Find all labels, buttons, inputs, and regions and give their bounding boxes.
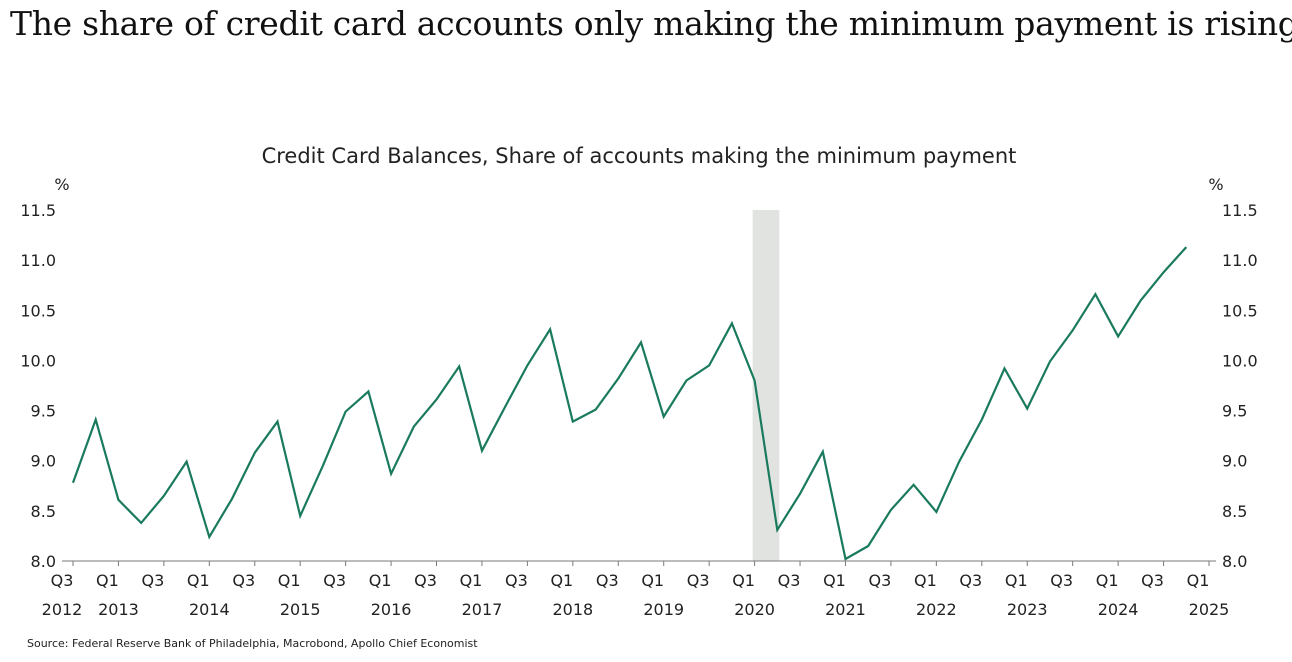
y-tick-label-left: 11.5 bbox=[20, 201, 56, 220]
recession-shading bbox=[752, 210, 780, 561]
source-note: Source: Federal Reserve Bank of Philadel… bbox=[27, 637, 478, 650]
y-tick-label-left: 10.0 bbox=[20, 351, 56, 370]
x-tick-label: Q3 bbox=[232, 571, 255, 590]
x-tick-label: Q1 bbox=[550, 571, 573, 590]
x-tick-label: Q3 bbox=[141, 571, 164, 590]
y-tick-label-right: 10.0 bbox=[1222, 351, 1258, 370]
y-tick-label-left: 10.5 bbox=[20, 301, 56, 320]
x-year-label: 2021 bbox=[825, 600, 866, 619]
y-tick-label-right: 11.5 bbox=[1222, 201, 1258, 220]
x-year-label: 2014 bbox=[189, 600, 230, 619]
x-tick-label: Q3 bbox=[1141, 571, 1164, 590]
y-unit-left: % bbox=[54, 175, 69, 194]
x-tick-label: Q1 bbox=[641, 571, 664, 590]
x-year-label: 2018 bbox=[552, 600, 593, 619]
x-tick-label: Q1 bbox=[460, 571, 483, 590]
x-tick-label: Q1 bbox=[1187, 571, 1210, 590]
x-tick-label: Q3 bbox=[778, 571, 801, 590]
y-tick-label-left: 8.0 bbox=[31, 552, 56, 571]
y-tick-label-right: 11.0 bbox=[1222, 251, 1258, 270]
x-tick-label: Q1 bbox=[914, 571, 937, 590]
x-tick-label: Q1 bbox=[278, 571, 301, 590]
headline: The share of credit card accounts only m… bbox=[10, 4, 1292, 43]
y-tick-label-right: 8.5 bbox=[1222, 502, 1247, 521]
x-year-label: 2012 bbox=[42, 600, 83, 619]
y-tick-label-right: 8.0 bbox=[1222, 552, 1247, 571]
x-tick-label: Q3 bbox=[869, 571, 892, 590]
x-year-label: 2013 bbox=[98, 600, 139, 619]
x-year-label: 2023 bbox=[1007, 600, 1048, 619]
y-tick-label-right: 10.5 bbox=[1222, 301, 1258, 320]
x-year-label: 2019 bbox=[643, 600, 684, 619]
x-year-label: 2016 bbox=[371, 600, 412, 619]
tick-labels: 8.0 8.0 8.5 8.5 9.0 9.0 9.5 9.5 10.0 10.0 10.5 10.5… bbox=[20, 201, 1257, 619]
x-year-label: 2025 bbox=[1189, 600, 1230, 619]
x-tick-label: Q3 bbox=[596, 571, 619, 590]
x-tick-label: Q3 bbox=[1050, 571, 1073, 590]
series-layer bbox=[71, 246, 1188, 561]
x-tick-label: Q3 bbox=[323, 571, 346, 590]
x-tick-label: Q1 bbox=[187, 571, 210, 590]
x-tick-label: Q3 bbox=[51, 571, 74, 590]
x-year-label: 2020 bbox=[734, 600, 775, 619]
x-tick-label: Q1 bbox=[96, 571, 119, 590]
x-year-label: 2017 bbox=[462, 600, 503, 619]
axes bbox=[62, 560, 1216, 566]
x-tick-label: Q1 bbox=[732, 571, 755, 590]
series-line bbox=[71, 246, 1188, 561]
x-year-label: 2024 bbox=[1098, 600, 1139, 619]
x-tick-label: Q3 bbox=[959, 571, 982, 590]
y-tick-label-left: 11.0 bbox=[20, 251, 56, 270]
y-tick-label-left: 8.5 bbox=[31, 502, 56, 521]
recession-shading-layer bbox=[752, 210, 780, 561]
y-tick-label-left: 9.0 bbox=[31, 452, 56, 471]
x-year-label: 2015 bbox=[280, 600, 321, 619]
y-tick-label-left: 9.5 bbox=[31, 402, 56, 421]
x-tick-label: Q3 bbox=[505, 571, 528, 590]
x-tick-label: Q1 bbox=[1005, 571, 1028, 590]
chart-title: Credit Card Balances, Share of accounts … bbox=[262, 144, 1017, 168]
y-unit-right: % bbox=[1208, 175, 1223, 194]
x-tick-label: Q3 bbox=[687, 571, 710, 590]
x-tick-label: Q1 bbox=[369, 571, 392, 590]
x-tick-label: Q3 bbox=[414, 571, 437, 590]
x-tick-label: Q1 bbox=[1096, 571, 1119, 590]
y-tick-label-right: 9.0 bbox=[1222, 452, 1247, 471]
x-year-label: 2022 bbox=[916, 600, 957, 619]
x-tick-label: Q1 bbox=[823, 571, 846, 590]
y-tick-label-right: 9.5 bbox=[1222, 402, 1247, 421]
